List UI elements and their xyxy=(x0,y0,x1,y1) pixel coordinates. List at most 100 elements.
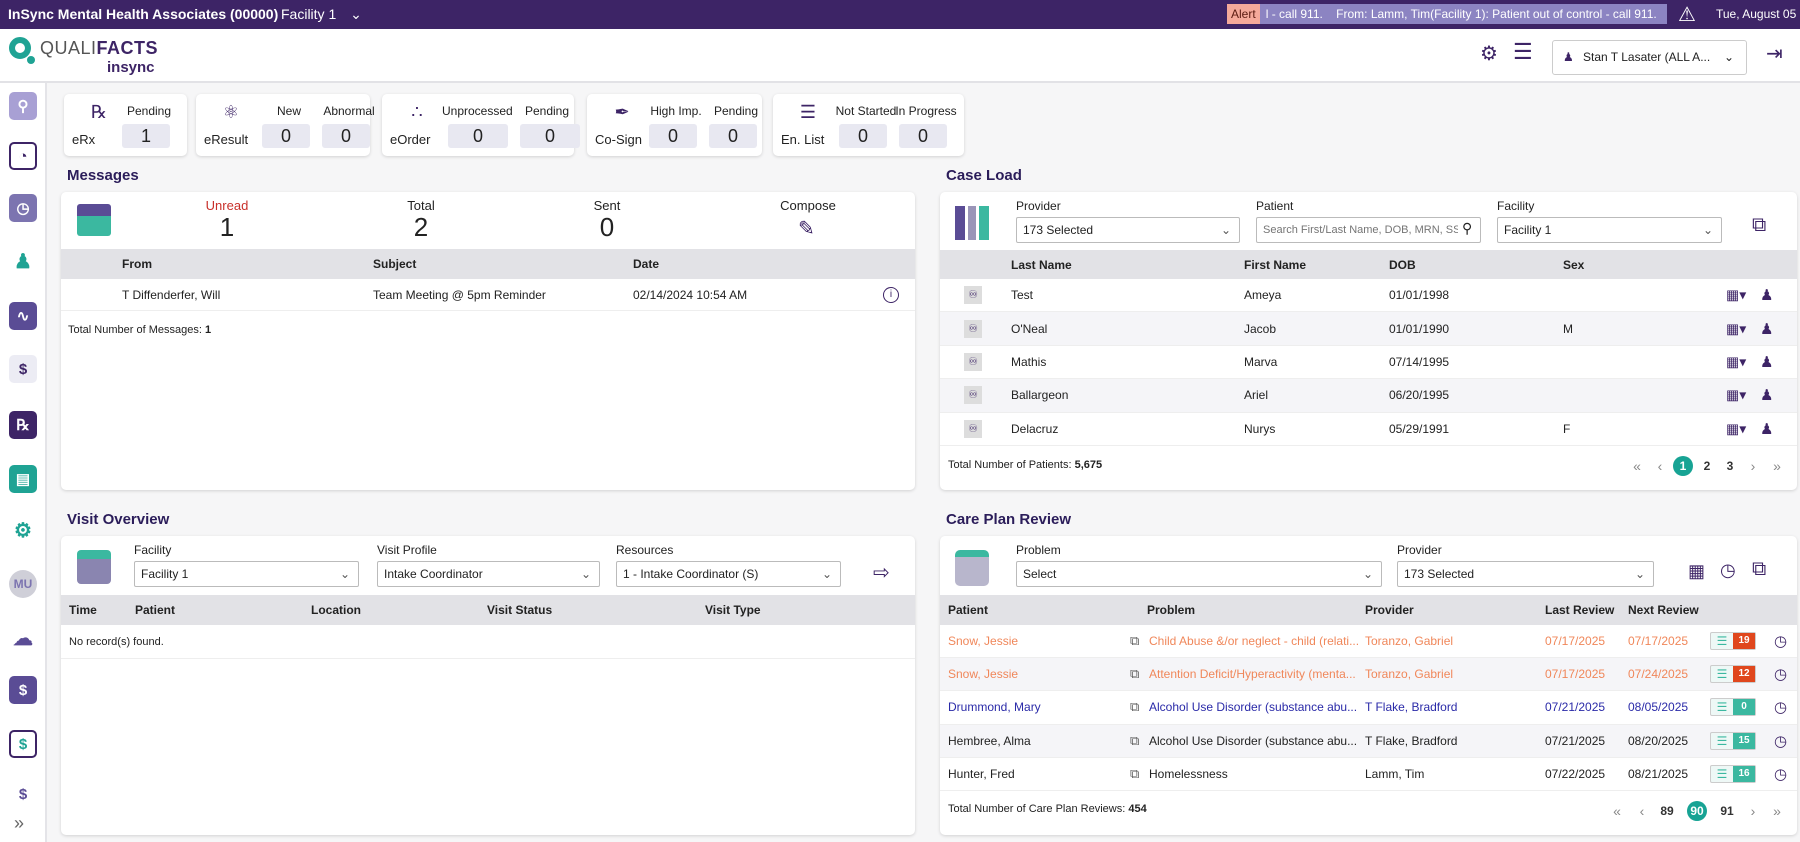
alert-bell-icon[interactable]: ♾ xyxy=(964,286,982,305)
dashboard-icon[interactable]: ◔ xyxy=(9,142,37,170)
patient-row[interactable]: ♾ Delacruz Nurys 05/29/1991 F ▦▾ ♟ xyxy=(940,413,1797,446)
settings-gear-icon[interactable]: ⚙ xyxy=(1480,43,1498,65)
column-next-review[interactable]: Next Review xyxy=(1628,603,1699,617)
column-from[interactable]: From xyxy=(122,257,152,271)
patient-name[interactable]: Snow, Jessie xyxy=(948,667,1019,682)
review-toggle[interactable]: ☰ 12 xyxy=(1710,665,1756,684)
summary-card-erx[interactable]: ℞ eRx Pending 1 xyxy=(64,94,187,156)
unread-count[interactable]: 1 xyxy=(219,212,235,242)
message-row[interactable]: T Diffenderfer, Will Team Meeting @ 5pm … xyxy=(61,279,915,311)
alert-bell-icon[interactable]: ♾ xyxy=(964,352,982,371)
logout-icon[interactable]: ⇥ xyxy=(1766,43,1783,65)
care-plan-row[interactable]: Drummond, Mary ⧉ Alcohol Use Disorder (sub… xyxy=(940,691,1797,725)
column-last-review[interactable]: Last Review xyxy=(1545,603,1615,617)
summary-card-eresult[interactable]: ⚛ eResult New 0 Abnormal 0 xyxy=(196,94,375,156)
column-visit-type[interactable]: Visit Type xyxy=(705,603,761,617)
open-external-icon[interactable]: ⧉ xyxy=(1130,666,1140,682)
alert-bell-icon[interactable]: ♾ xyxy=(964,319,982,338)
last-page-icon[interactable]: » xyxy=(1773,803,1781,819)
page-89[interactable]: 89 xyxy=(1660,804,1674,818)
column-subject[interactable]: Subject xyxy=(373,257,417,271)
total-count[interactable]: 2 xyxy=(413,212,429,242)
mu-icon[interactable]: MU xyxy=(9,570,37,598)
summary-stat-value[interactable]: 0 xyxy=(649,124,697,148)
summary-stat-value[interactable]: 0 xyxy=(839,124,887,148)
popout-icon[interactable]: ⧉ xyxy=(1752,214,1767,236)
column-patient[interactable]: Patient xyxy=(948,603,989,617)
summary-card-enlist[interactable]: ☰ En. List Not Started 0 In Progress 0 xyxy=(773,94,964,156)
summary-stat-value[interactable]: 0 xyxy=(448,124,508,148)
review-toggle[interactable]: ☰ 0 xyxy=(1710,698,1756,717)
patient-profile-icon[interactable]: ♟ xyxy=(1760,420,1774,438)
problem-select[interactable]: Select ⌄ xyxy=(1016,561,1382,587)
review-toggle[interactable]: ☰ 15 xyxy=(1710,731,1756,750)
summary-stat-value[interactable]: 0 xyxy=(262,124,310,148)
chart-menu-icon[interactable]: ▦▾ xyxy=(1726,386,1747,403)
alert-bell-icon[interactable]: ♾ xyxy=(964,386,982,405)
client-search-icon[interactable]: ♟ xyxy=(14,250,32,273)
warning-icon[interactable]: ⚠ xyxy=(1678,4,1696,26)
care-plan-row[interactable]: Hunter, Fred ⧉ Homelessness Lamm, Tim 07/22/… xyxy=(940,758,1797,791)
facility-switcher[interactable]: Facility 1 ⌄ xyxy=(281,6,362,23)
cloud-folder-icon[interactable]: ☁ xyxy=(13,627,33,650)
user-select[interactable]: ♟ Stan T Lasater (ALL A... ⌄ xyxy=(1552,40,1747,75)
billing-icon[interactable]: $ xyxy=(9,355,37,383)
patient-profile-icon[interactable]: ♟ xyxy=(1760,353,1774,371)
reports-icon[interactable]: $ xyxy=(18,785,28,803)
summary-card-eorder[interactable]: ∴ eOrder Unprocessed 0 Pending 0 xyxy=(382,94,580,156)
patient-profile-icon[interactable]: ♟ xyxy=(1760,287,1774,305)
column-first-name[interactable]: First Name xyxy=(1244,257,1307,272)
careplan-provider-select[interactable]: 173 Selected ⌄ xyxy=(1397,561,1654,587)
page-3[interactable]: 3 xyxy=(1726,459,1734,473)
alert-bell-icon[interactable]: ♾ xyxy=(964,419,982,438)
history-icon[interactable]: ◷ xyxy=(1774,732,1788,750)
open-external-icon[interactable]: ⧉ xyxy=(1130,732,1140,748)
alert-ticker[interactable]: Alert l - call 911. From: Lamm, Tim(Facil… xyxy=(1227,4,1667,24)
column-dob[interactable]: DOB xyxy=(1389,257,1416,272)
column-patient[interactable]: Patient xyxy=(135,603,176,617)
visit-profile-select[interactable]: Intake Coordinator ⌄ xyxy=(377,561,600,587)
patient-name[interactable]: Hunter, Fred xyxy=(948,766,1015,781)
clock-icon[interactable]: ◷ xyxy=(1720,560,1736,580)
scheduler-icon[interactable]: ◷ xyxy=(9,194,37,222)
patient-name[interactable]: Snow, Jessie xyxy=(948,634,1019,649)
summary-card-cosign[interactable]: ✒ Co-Sign High Imp. 0 Pending 0 xyxy=(587,94,762,156)
column-date[interactable]: Date xyxy=(633,257,660,271)
history-icon[interactable]: ◷ xyxy=(1774,765,1788,783)
care-plan-row[interactable]: Hembree, Alma ⧉ Alcohol Use Disorder (subs… xyxy=(940,724,1797,758)
patient-name[interactable]: Drummond, Mary xyxy=(948,700,1041,715)
sent-count[interactable]: 0 xyxy=(599,212,615,242)
column-visit-status[interactable]: Visit Status xyxy=(487,603,553,617)
visit-facility-select[interactable]: Facility 1 ⌄ xyxy=(134,561,359,587)
facility-select[interactable]: Facility 1 ⌄ xyxy=(1497,217,1722,243)
summary-stat-value[interactable]: 0 xyxy=(899,124,947,148)
column-location[interactable]: Location xyxy=(311,603,361,617)
patient-row[interactable]: ♾ O'Neal Jacob 01/01/1990 M ▦▾ ♟ xyxy=(940,312,1797,346)
column-last-name[interactable]: Last Name xyxy=(1011,257,1072,272)
summary-stat-value[interactable]: 0 xyxy=(322,124,370,148)
page-91[interactable]: 91 xyxy=(1720,804,1734,818)
expand-sidebar-icon[interactable]: » xyxy=(14,813,25,833)
history-icon[interactable]: ◷ xyxy=(1774,666,1788,684)
clinical-icon[interactable]: ∿ xyxy=(9,302,37,330)
patient-search-input[interactable] xyxy=(1256,217,1481,243)
open-external-icon[interactable]: ⧉ xyxy=(1130,633,1140,649)
column-problem[interactable]: Problem xyxy=(1147,603,1196,617)
accounting-icon[interactable]: $ xyxy=(9,676,37,704)
payment-card-icon[interactable]: ▤ xyxy=(9,465,37,493)
prev-page-icon[interactable]: ‹ xyxy=(1657,458,1663,474)
open-external-icon[interactable]: ⧉ xyxy=(1130,765,1140,781)
patient-row[interactable]: ♾ Test Ameya 01/01/1998 ▦▾ ♟ xyxy=(940,279,1797,313)
prev-page-icon[interactable]: ‹ xyxy=(1639,803,1645,819)
first-page-icon[interactable]: « xyxy=(1633,458,1641,474)
patient-profile-icon[interactable]: ♟ xyxy=(1760,320,1774,338)
chart-menu-icon[interactable]: ▦▾ xyxy=(1726,353,1747,370)
deposit-icon[interactable]: $ xyxy=(9,730,37,758)
calendar-icon[interactable]: ▦ xyxy=(1688,561,1706,581)
page-2[interactable]: 2 xyxy=(1703,459,1711,473)
open-external-icon[interactable]: ⧉ xyxy=(1130,699,1140,715)
next-page-icon[interactable]: › xyxy=(1750,458,1756,474)
column-sex[interactable]: Sex xyxy=(1563,257,1585,272)
summary-stat-value[interactable]: 1 xyxy=(122,124,170,148)
page-1[interactable]: 1 xyxy=(1673,456,1693,476)
